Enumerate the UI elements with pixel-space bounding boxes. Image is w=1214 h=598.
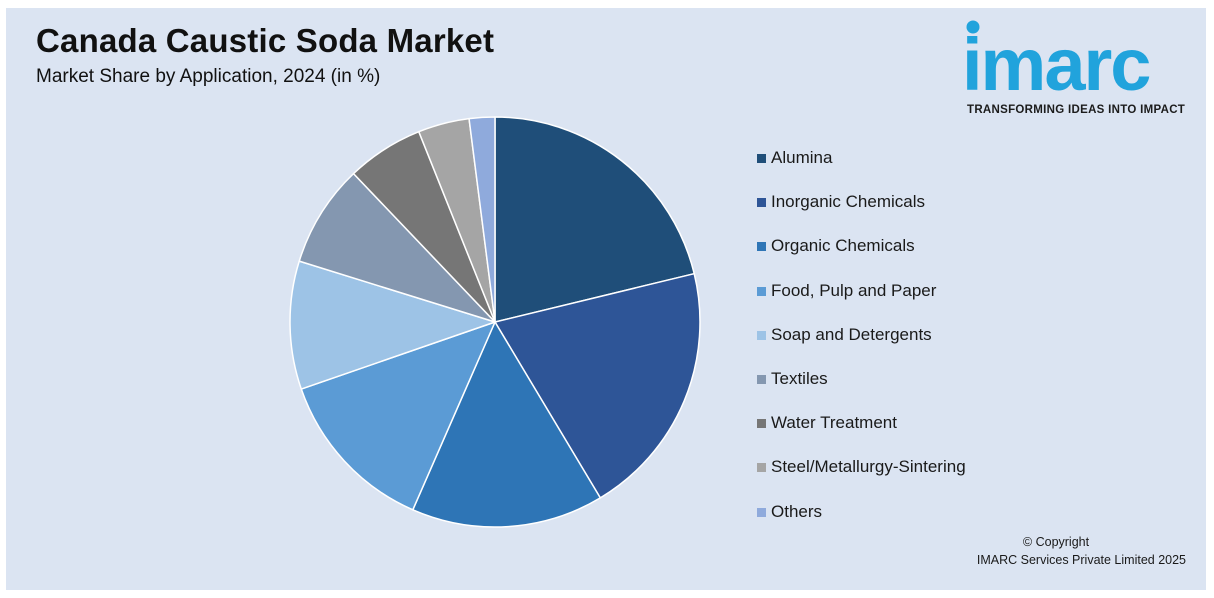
pie-slice-alumina bbox=[494, 116, 695, 323]
pie-slice-soap-and-detergents bbox=[289, 260, 496, 390]
legend-swatch bbox=[757, 374, 766, 384]
pie-slice-organic-chemicals bbox=[412, 321, 602, 528]
legend-swatch bbox=[757, 242, 766, 252]
logo-tagline: TRANSFORMING IDEAS INTO IMPACT bbox=[967, 104, 1186, 116]
chart-subtitle: Market Share by Application, 2024 (in %) bbox=[36, 66, 381, 87]
legend-item-organic-chemicals: Organic Chemicals bbox=[757, 236, 966, 280]
pie-chart bbox=[289, 116, 701, 528]
legend-swatch bbox=[757, 286, 766, 296]
imarc-logo: imarc TRANSFORMING IDEAS INTO IMPACT bbox=[962, 18, 1198, 120]
legend-item-steel-metallurgy-sintering: Steel/Metallurgy-Sintering bbox=[757, 457, 966, 501]
logo-wordmark: imarc bbox=[962, 23, 1151, 106]
legend-swatch bbox=[757, 198, 766, 208]
legend-item-inorganic-chemicals: Inorganic Chemicals bbox=[757, 192, 966, 236]
legend-item-soap-and-detergents: Soap and Detergents bbox=[757, 325, 966, 369]
chart-title: Canada Caustic Soda Market bbox=[36, 22, 495, 59]
legend-label: Steel/Metallurgy-Sintering bbox=[771, 457, 966, 477]
legend-item-textiles: Textiles bbox=[757, 369, 966, 413]
legend-swatch bbox=[757, 330, 766, 340]
legend-swatch bbox=[757, 154, 766, 163]
copyright-line: © Copyright bbox=[1022, 535, 1090, 549]
copyright-company: IMARC Services Private Limited 2025 bbox=[976, 553, 1186, 567]
legend-label: Food, Pulp and Paper bbox=[771, 280, 937, 300]
legend-label: Alumina bbox=[771, 148, 833, 167]
chart-legend: Alumina Inorganic Chemicals Organic Chemic… bbox=[757, 148, 966, 546]
legend-label: Water Treatment bbox=[771, 413, 897, 433]
legend-item-water-treatment: Water Treatment bbox=[757, 413, 966, 457]
legend-label: Textiles bbox=[771, 368, 828, 388]
legend-swatch bbox=[757, 419, 766, 429]
logo-dot-icon bbox=[966, 20, 980, 34]
pie-slice-textiles bbox=[298, 172, 496, 323]
legend-label: Soap and Detergents bbox=[771, 324, 932, 344]
legend-label: Inorganic Chemicals bbox=[771, 192, 926, 212]
pie-slice-inorganic-chemicals bbox=[494, 272, 701, 499]
legend-item-others: Others bbox=[757, 502, 966, 546]
legend-label: Others bbox=[771, 501, 823, 521]
pie-slice-others bbox=[468, 116, 496, 323]
pie-slice-food-pulp-and-paper bbox=[300, 321, 496, 511]
legend-swatch bbox=[757, 507, 766, 517]
copyright-notice: © Copyright IMARC Services Private Limit… bbox=[926, 533, 1186, 569]
legend-item-alumina: Alumina bbox=[757, 148, 966, 192]
legend-label: Organic Chemicals bbox=[771, 236, 915, 256]
legend-item-food-pulp-and-paper: Food, Pulp and Paper bbox=[757, 281, 966, 325]
legend-swatch bbox=[757, 463, 766, 473]
